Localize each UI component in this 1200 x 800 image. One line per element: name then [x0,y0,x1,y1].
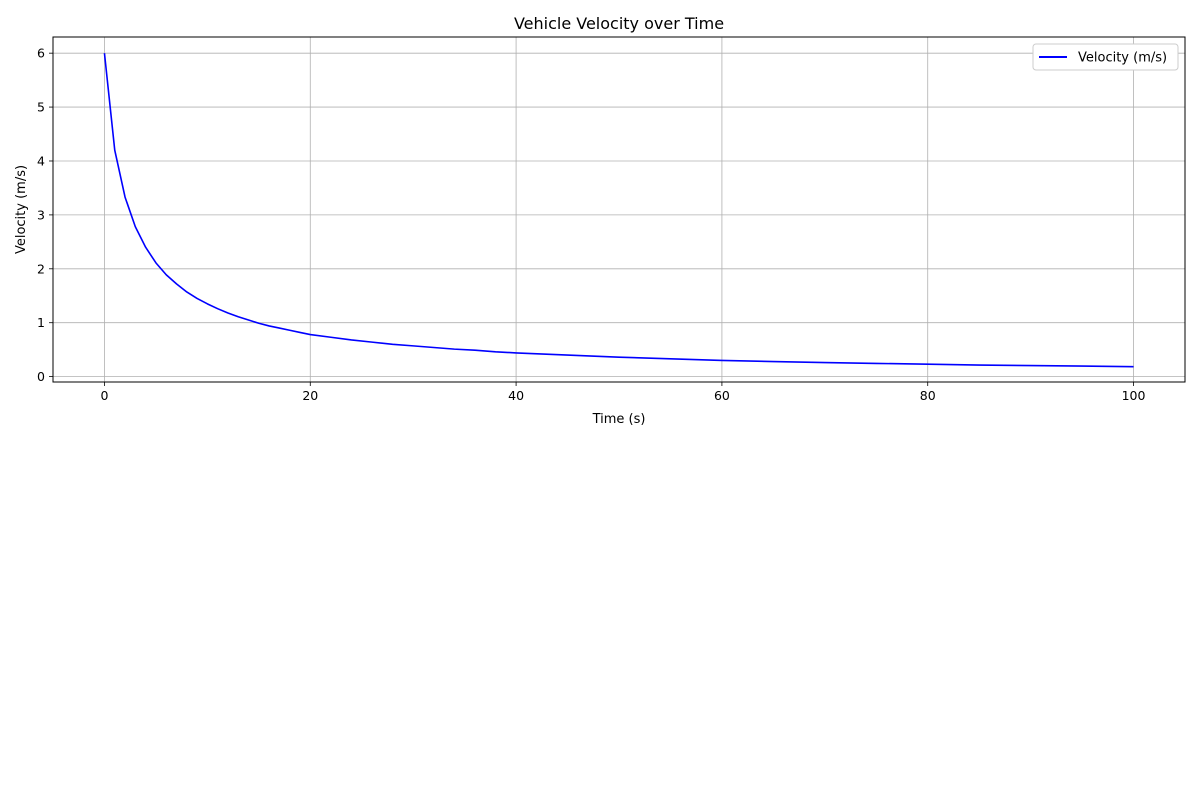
x-tick-label: 20 [302,388,318,403]
axis-ticks: 0 20 40 60 80 100 0 1 2 3 4 5 6 [37,46,1145,403]
series-line-velocity [103,53,1134,368]
y-tick-label: 6 [37,46,45,61]
legend: Velocity (m/s) [1032,43,1179,71]
y-tick-label: 2 [37,261,45,276]
y-axis-label: Velocity (m/s) [14,165,29,254]
plot-frame [52,36,1186,383]
legend-box [1032,43,1179,71]
y-tick-label: 4 [37,153,45,168]
x-tick-label: 80 [920,388,936,403]
legend-label: Velocity (m/s) [1078,51,1167,66]
series-layer [103,53,1134,368]
y-tick-label: 5 [37,100,45,115]
y-tick-label: 0 [37,369,45,384]
grid [53,37,1185,382]
x-tick-label: 40 [508,388,524,403]
y-tick-label: 3 [37,207,45,222]
x-tick-label: 60 [714,388,730,403]
chart-title: Vehicle Velocity over Time [514,14,724,33]
x-tick-label: 0 [100,388,108,403]
x-axis-label: Time (s) [592,412,646,427]
x-tick-label: 100 [1122,388,1146,403]
y-tick-label: 1 [37,315,45,330]
